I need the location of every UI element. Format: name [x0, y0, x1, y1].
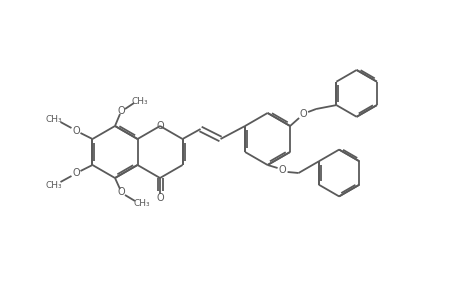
Text: O: O — [73, 126, 80, 136]
Text: O: O — [117, 106, 124, 116]
Text: O: O — [299, 109, 306, 119]
Text: O: O — [278, 165, 286, 175]
Text: O: O — [117, 187, 124, 197]
Text: CH₃: CH₃ — [45, 115, 62, 124]
Text: CH₃: CH₃ — [134, 200, 150, 208]
Text: O: O — [73, 168, 80, 178]
Text: O: O — [156, 193, 163, 203]
Text: CH₃: CH₃ — [131, 97, 148, 106]
Text: CH₃: CH₃ — [45, 181, 62, 190]
Text: O: O — [156, 121, 163, 131]
